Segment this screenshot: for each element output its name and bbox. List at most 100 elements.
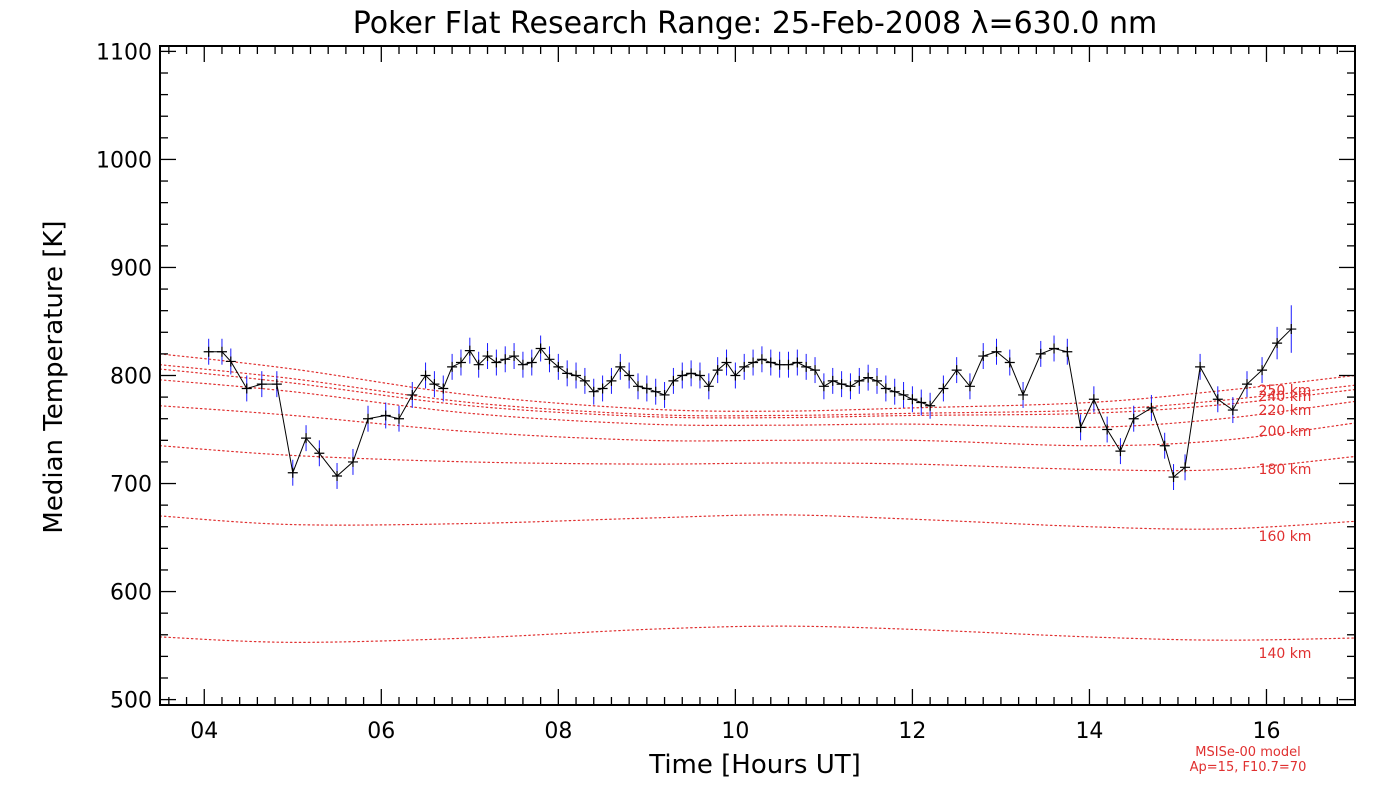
data-point — [571, 370, 582, 381]
data-point — [827, 375, 838, 386]
data-point — [907, 394, 918, 405]
data-point — [579, 375, 590, 386]
data-point — [730, 370, 741, 381]
data-point — [1257, 365, 1268, 376]
y-tick-label: 1100 — [96, 40, 152, 65]
y-tick-label: 800 — [110, 365, 152, 390]
model-curve-2 — [159, 445, 1356, 472]
data-point — [597, 383, 608, 394]
data-point — [482, 351, 493, 362]
data-point — [845, 381, 856, 392]
data-line — [208, 328, 1292, 478]
data-point — [544, 354, 555, 365]
data-point — [615, 361, 626, 372]
model-label-220-km: 220 km — [1259, 403, 1312, 419]
data-point — [792, 357, 803, 368]
data-point — [526, 357, 537, 368]
data-point — [380, 410, 391, 421]
data-series — [203, 305, 1297, 491]
data-point — [473, 359, 484, 370]
chart-title: Poker Flat Research Range: 25-Feb-2008 λ… — [353, 6, 1158, 41]
model-curve-5 — [159, 368, 1356, 419]
data-point — [1049, 343, 1060, 354]
data-point — [438, 383, 449, 394]
y-tick-label: 500 — [110, 689, 152, 714]
model-curve-6 — [159, 364, 1356, 417]
data-point — [739, 361, 750, 372]
x-tick-label: 12 — [898, 719, 926, 744]
data-point — [991, 346, 1002, 357]
data-point — [225, 356, 236, 367]
data-point — [1018, 389, 1029, 400]
data-point — [553, 361, 564, 372]
y-tick-label: 900 — [110, 256, 152, 281]
data-point — [633, 381, 643, 392]
x-tick-label: 06 — [367, 719, 395, 744]
data-point — [686, 368, 697, 379]
model-note-line-2: Ap=15, F10.7=70 — [1190, 760, 1307, 775]
data-point — [1128, 413, 1139, 424]
data-point — [562, 368, 573, 379]
model-label-200-km: 200 km — [1259, 424, 1312, 440]
data-point — [1168, 472, 1179, 483]
model-note-line-1: MSISe-00 model — [1195, 745, 1300, 760]
data-point — [256, 379, 267, 390]
data-point — [1146, 402, 1157, 413]
data-point — [721, 357, 732, 368]
y-tick-label: 700 — [110, 473, 152, 498]
data-point — [535, 343, 546, 354]
data-point — [301, 433, 312, 444]
x-axis-label: Time [Hours UT] — [648, 750, 861, 780]
data-point — [1088, 394, 1099, 405]
data-point — [271, 379, 282, 390]
model-curve-4 — [159, 379, 1356, 429]
data-point — [1102, 424, 1113, 435]
model-label-160-km: 160 km — [1259, 529, 1312, 545]
data-point — [978, 351, 989, 362]
data-point — [880, 383, 891, 394]
data-point — [455, 357, 466, 368]
data-point — [216, 346, 227, 357]
data-point — [1075, 422, 1086, 433]
data-point — [694, 370, 705, 381]
model-curve-1 — [159, 514, 1356, 530]
x-tick-label: 08 — [544, 719, 572, 744]
data-point — [606, 375, 617, 386]
data-point — [241, 383, 252, 394]
x-tick-label: 10 — [721, 719, 749, 744]
data-point — [1195, 361, 1206, 372]
data-point — [836, 379, 847, 390]
data-point — [659, 389, 670, 400]
data-point — [429, 379, 440, 390]
data-point — [818, 381, 829, 392]
data-point — [1004, 357, 1015, 368]
data-point — [863, 372, 874, 383]
data-point — [447, 361, 458, 372]
data-point — [1212, 394, 1223, 405]
data-point — [916, 397, 927, 408]
data-point — [588, 386, 599, 397]
data-point — [347, 456, 358, 467]
axes: 04 06 08 10 12 14 16 500 600 700 800 900 1000 1100 — [96, 40, 1356, 744]
data-point — [203, 346, 214, 357]
model-curve-0 — [159, 625, 1356, 643]
data-point — [703, 381, 714, 392]
data-point — [810, 365, 821, 376]
data-point — [407, 389, 418, 400]
data-point — [1062, 346, 1073, 357]
data-point — [394, 413, 404, 424]
model-label-250-km: 250 km — [1259, 383, 1312, 399]
data-point — [783, 359, 794, 370]
data-point — [517, 359, 528, 370]
y-tick-label: 1000 — [96, 148, 152, 173]
data-point — [854, 375, 865, 386]
data-point — [677, 370, 688, 381]
data-point — [1180, 462, 1191, 473]
data-point — [314, 448, 325, 459]
data-point — [765, 357, 776, 368]
data-point — [925, 400, 936, 411]
data-point — [420, 370, 431, 381]
data-point — [951, 365, 962, 376]
data-point — [748, 357, 759, 368]
